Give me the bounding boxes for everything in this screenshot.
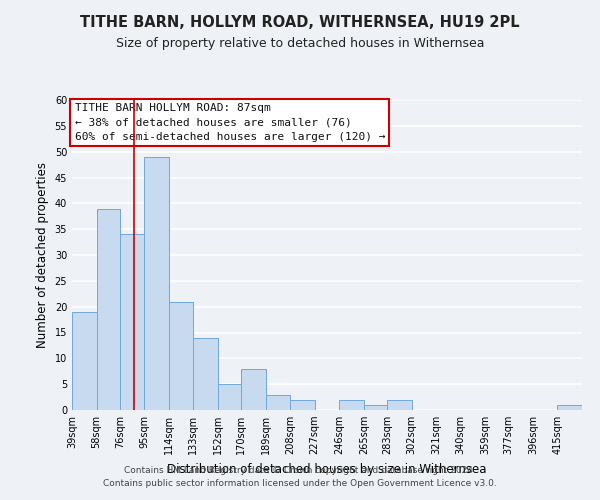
Bar [145,157,169,410]
Bar [364,405,387,410]
Bar [169,302,193,410]
Text: Size of property relative to detached houses in Withernsea: Size of property relative to detached ho… [116,38,484,51]
X-axis label: Distribution of detached houses by size in Withernsea: Distribution of detached houses by size … [167,462,487,475]
Bar [557,405,582,410]
Bar [120,234,145,410]
Y-axis label: Number of detached properties: Number of detached properties [36,162,49,348]
Bar [266,394,290,410]
Bar [387,400,412,410]
Bar [339,400,364,410]
Bar [72,312,97,410]
Bar [97,208,120,410]
Bar [241,368,266,410]
Text: TITHE BARN HOLLYM ROAD: 87sqm
← 38% of detached houses are smaller (76)
60% of s: TITHE BARN HOLLYM ROAD: 87sqm ← 38% of d… [74,103,385,142]
Bar [193,338,218,410]
Text: TITHE BARN, HOLLYM ROAD, WITHERNSEA, HU19 2PL: TITHE BARN, HOLLYM ROAD, WITHERNSEA, HU1… [80,15,520,30]
Text: Contains HM Land Registry data © Crown copyright and database right 2024.
Contai: Contains HM Land Registry data © Crown c… [103,466,497,487]
Bar [218,384,241,410]
Bar [290,400,315,410]
